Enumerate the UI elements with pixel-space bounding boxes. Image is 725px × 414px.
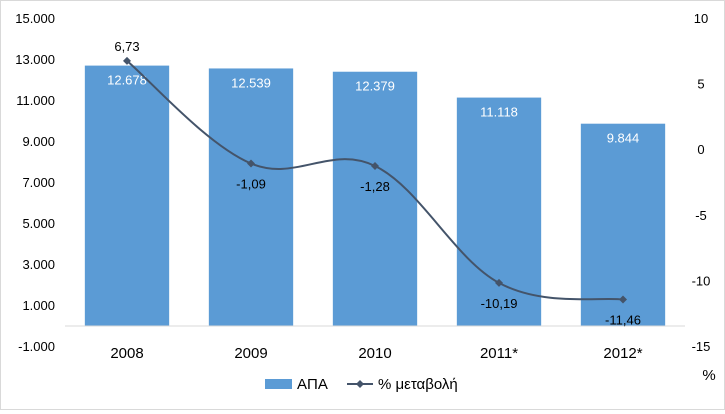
line-marker bbox=[371, 161, 379, 170]
right-axis-tick-label: -10 bbox=[692, 273, 711, 288]
left-axis-tick-label: 3.000 bbox=[22, 257, 55, 272]
line-data-label: -11,46 bbox=[605, 313, 641, 328]
left-axis-tick-label: 9.000 bbox=[22, 134, 55, 149]
line-data-label: -1,28 bbox=[360, 179, 390, 194]
bar bbox=[332, 71, 418, 326]
x-axis-category-label: 2012* bbox=[603, 345, 642, 362]
bar-data-label: 12.678 bbox=[107, 73, 147, 88]
left-axis-tick-label: 15.000 bbox=[15, 11, 55, 26]
line-series: 6,73 -1,09 -1,28 -10,19 -11,46 bbox=[114, 39, 641, 328]
legend-label-bar: ΑΠΑ bbox=[297, 376, 328, 393]
legend-swatch-bar bbox=[265, 379, 292, 389]
right-axis: -15 -10 -5 0 5 10 bbox=[692, 11, 711, 354]
line-marker bbox=[619, 295, 627, 304]
right-axis-tick-label: -5 bbox=[695, 208, 707, 223]
right-axis-tick-label: 0 bbox=[697, 142, 704, 157]
category-labels: 2008 2009 2010 2011* 2012* bbox=[110, 345, 642, 362]
line-data-label: -1,09 bbox=[236, 177, 266, 192]
line-marker bbox=[495, 278, 503, 287]
bar-data-label: 12.379 bbox=[355, 79, 395, 94]
left-axis-tick-label: 13.000 bbox=[15, 52, 55, 67]
left-axis-tick-label: 5.000 bbox=[22, 216, 55, 231]
bar bbox=[208, 68, 294, 326]
x-axis-category-label: 2008 bbox=[110, 345, 143, 362]
left-axis-tick-label: 7.000 bbox=[22, 175, 55, 190]
bar-data-label: 11.118 bbox=[480, 105, 518, 120]
right-axis-unit-label: % bbox=[702, 367, 715, 384]
x-axis-category-label: 2009 bbox=[234, 345, 267, 362]
left-axis-tick-label: 11.000 bbox=[16, 93, 55, 108]
right-axis-tick-label: -15 bbox=[692, 339, 711, 354]
right-axis-tick-label: 10 bbox=[694, 11, 708, 26]
bar bbox=[580, 123, 666, 326]
left-axis-tick-label: 1.000 bbox=[22, 298, 55, 313]
x-axis-category-label: 2011* bbox=[480, 345, 518, 362]
line-data-label: -10,19 bbox=[481, 296, 518, 311]
left-axis-tick-label: -1.000 bbox=[18, 339, 55, 354]
line-data-label: 6,73 bbox=[114, 39, 139, 54]
right-axis-tick-label: 5 bbox=[697, 77, 704, 92]
legend: ΑΠΑ % μεταβολή bbox=[265, 376, 458, 393]
line-marker bbox=[247, 159, 255, 168]
bar-data-label: 9.844 bbox=[607, 131, 640, 146]
bar bbox=[456, 97, 542, 327]
legend-label-line: % μεταβολή bbox=[378, 376, 458, 393]
legend-marker bbox=[356, 380, 364, 388]
x-axis-category-label: 2010 bbox=[358, 345, 391, 362]
bar bbox=[84, 65, 170, 326]
line-marker bbox=[123, 56, 131, 65]
bar-series: 12.678 12.539 12.379 11.118 9.844 bbox=[84, 65, 666, 327]
left-axis: -1.000 1.000 3.000 5.000 7.000 9.000 11.000 13.… bbox=[15, 11, 55, 354]
bar-data-label: 12.539 bbox=[231, 75, 271, 90]
